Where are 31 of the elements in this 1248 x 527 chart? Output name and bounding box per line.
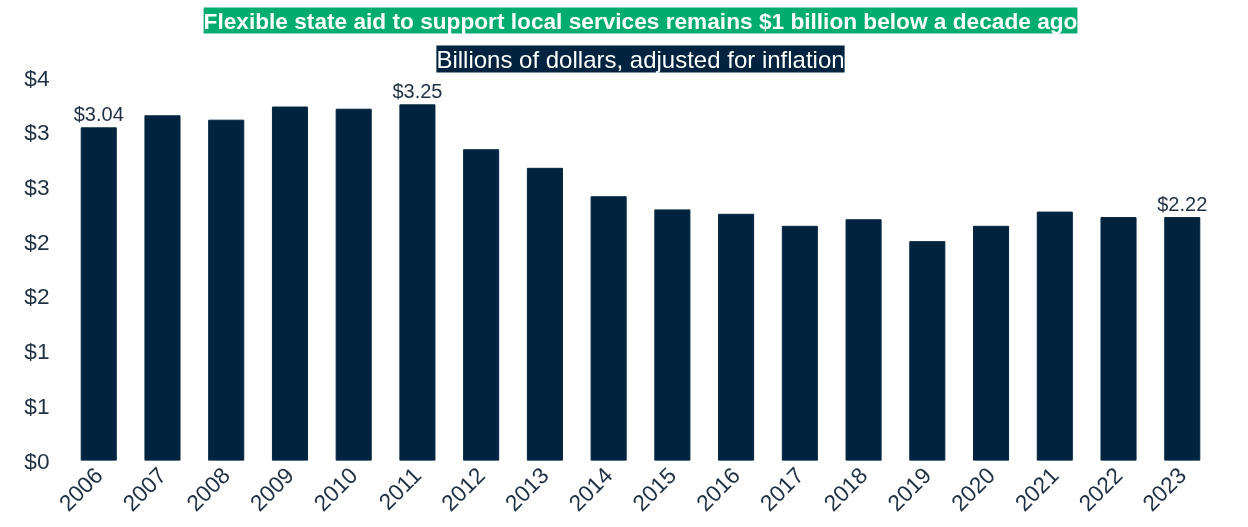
bar <box>654 209 691 461</box>
y-tick-label: $1 <box>24 392 50 419</box>
y-tick-label: $4 <box>24 64 50 91</box>
data-label: $3.25 <box>392 79 443 102</box>
bar <box>590 196 627 461</box>
bar <box>845 219 882 461</box>
bar <box>781 225 818 461</box>
bar <box>399 104 436 461</box>
bar <box>463 149 500 461</box>
bar <box>1100 217 1137 461</box>
chart-title: Flexible state aid to support local services remains $1 billion below a decade ago <box>203 7 1078 34</box>
bar <box>335 108 372 461</box>
bar <box>1164 217 1201 461</box>
y-tick-label: $0 <box>24 447 50 474</box>
bar <box>526 167 563 461</box>
bar <box>973 225 1010 461</box>
y-tick-label: $3 <box>24 173 50 200</box>
y-tick-label: $3 <box>24 119 50 146</box>
bar <box>80 127 117 461</box>
bar <box>208 119 245 461</box>
y-tick-label: $2 <box>24 228 50 255</box>
data-label: $3.04 <box>73 102 124 125</box>
chart-subtitle: Billions of dollars, adjusted for inflation <box>436 45 845 73</box>
bar <box>271 106 308 461</box>
data-label: $2.22 <box>1157 192 1208 215</box>
bar <box>718 213 755 461</box>
bar <box>1036 211 1073 461</box>
bar <box>909 241 946 461</box>
y-tick-label: $1 <box>24 338 50 365</box>
bar <box>144 115 181 461</box>
y-tick-label: $2 <box>24 283 50 310</box>
